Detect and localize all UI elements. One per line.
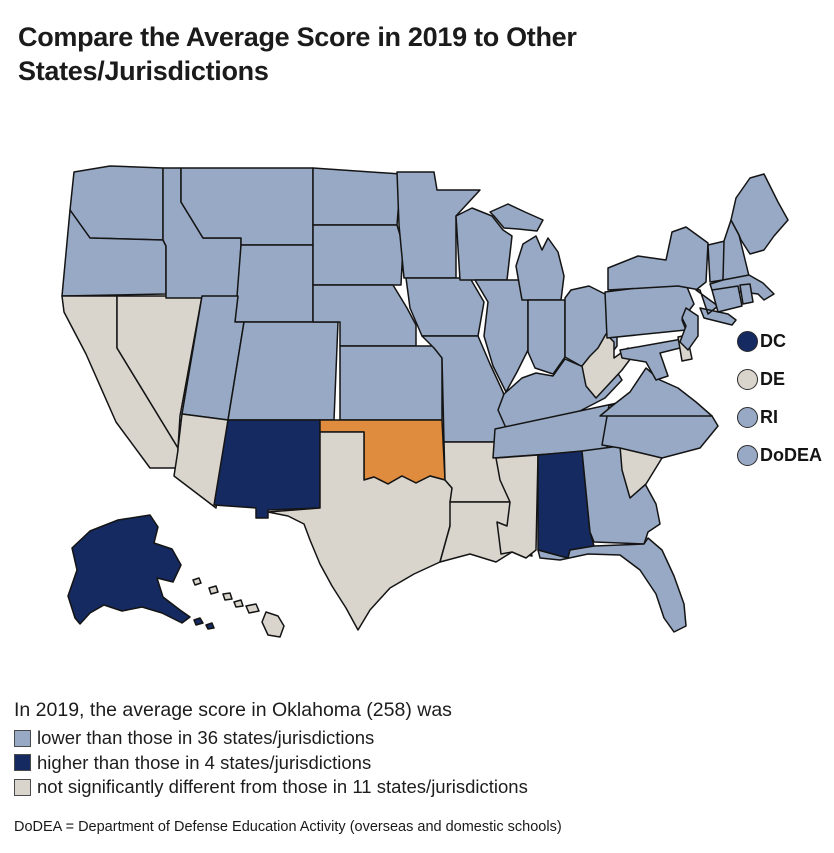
state-mi[interactable] xyxy=(489,203,565,301)
jurisdiction-label: DE xyxy=(760,369,786,389)
state-hi[interactable] xyxy=(192,577,285,638)
state-tx[interactable] xyxy=(267,431,453,631)
state-nj[interactable] xyxy=(679,307,699,351)
dc-circle-icon[interactable] xyxy=(737,331,758,352)
state-co[interactable] xyxy=(227,321,339,421)
state-ny[interactable] xyxy=(607,226,737,326)
state-sd[interactable] xyxy=(312,224,404,286)
jurisdiction-label: DC xyxy=(760,331,786,351)
map-key-item-not_different: not significantly different from those i… xyxy=(14,776,528,797)
lower-swatch-icon xyxy=(14,729,31,747)
state-me[interactable] xyxy=(730,173,789,255)
map-key: In 2019, the average score in Oklahoma (… xyxy=(14,699,528,803)
state-nc[interactable] xyxy=(601,404,719,459)
state-pa[interactable] xyxy=(604,281,695,339)
jurisdiction-label: DoDEA xyxy=(760,445,822,465)
state-md[interactable] xyxy=(619,338,685,381)
higher-swatch-icon xyxy=(14,754,31,771)
dodea-footnote: DoDEA = Department of Defense Education … xyxy=(14,819,562,835)
state-ak[interactable] xyxy=(67,514,215,630)
jurisdiction-label: RI xyxy=(760,407,778,427)
state-ri[interactable] xyxy=(739,283,754,305)
dodea-circle-icon[interactable] xyxy=(737,445,758,466)
state-mt[interactable] xyxy=(180,167,314,246)
state-nh[interactable] xyxy=(722,219,750,281)
state-va[interactable] xyxy=(599,367,713,417)
state-ct[interactable] xyxy=(711,285,743,313)
state-fl[interactable] xyxy=(537,537,687,633)
state-in[interactable] xyxy=(527,299,566,375)
map-key-item-label: higher than those in 4 states/jurisdicti… xyxy=(37,751,372,773)
state-wi[interactable] xyxy=(455,207,513,281)
us-map-svg xyxy=(61,165,789,638)
map-key-item-label: not significantly different from those i… xyxy=(37,776,528,797)
state-wy[interactable] xyxy=(234,244,314,323)
map-key-item-higher: higher than those in 4 states/jurisdicti… xyxy=(14,751,528,773)
jurisdiction-ri[interactable]: RI xyxy=(737,406,822,429)
map-key-item-label: lower than those in 36 states/jurisdicti… xyxy=(37,727,375,748)
de-circle-icon[interactable] xyxy=(737,369,758,390)
state-ia[interactable] xyxy=(405,277,485,337)
us-choropleth-map xyxy=(60,150,800,650)
jurisdiction-legend: DC DE RI DoDEA xyxy=(737,330,822,482)
state-ms[interactable] xyxy=(495,454,539,559)
map-key-item-lower: lower than those in 36 states/jurisdicti… xyxy=(14,727,528,748)
jurisdiction-de[interactable]: DE xyxy=(737,368,822,391)
state-nd[interactable] xyxy=(312,167,402,226)
state-ks[interactable] xyxy=(339,345,443,421)
page-title: Compare the Average Score in 2019 to Oth… xyxy=(18,22,577,86)
state-nm[interactable] xyxy=(213,419,321,519)
state-wv[interactable] xyxy=(581,333,635,399)
ri-circle-icon[interactable] xyxy=(737,407,758,428)
jurisdiction-dc[interactable]: DC xyxy=(737,330,822,353)
map-key-intro: In 2019, the average score in Oklahoma (… xyxy=(14,699,452,721)
not_different-swatch-icon xyxy=(14,778,31,796)
jurisdiction-dodea[interactable]: DoDEA xyxy=(737,444,822,467)
